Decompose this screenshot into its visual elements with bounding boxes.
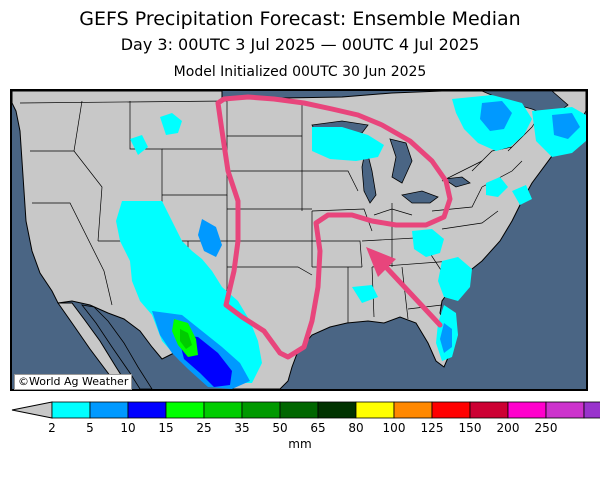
legend-tick-label: 35 xyxy=(234,421,249,435)
legend-color-box xyxy=(431,401,471,419)
land-baja xyxy=(57,302,131,389)
great-lakes xyxy=(311,120,471,204)
map-canvas xyxy=(12,91,586,389)
legend-unit: mm xyxy=(288,437,312,451)
precipitation-map xyxy=(10,89,588,391)
legend-color-box xyxy=(165,401,205,419)
legend-tick-label: 2 xyxy=(48,421,56,435)
legend-tick-label: 15 xyxy=(158,421,173,435)
precip-25-35mm xyxy=(180,329,192,349)
legend-color-box xyxy=(545,401,585,419)
legend-color-box xyxy=(51,401,91,419)
legend-color-box xyxy=(469,401,509,419)
legend-color-box xyxy=(507,401,547,419)
legend-tick-label: 80 xyxy=(348,421,363,435)
gulf-of-california xyxy=(81,304,153,389)
legend-under-arrow xyxy=(11,401,53,419)
annotation-arrow-head xyxy=(366,247,396,277)
legend-tick-label: 10 xyxy=(120,421,135,435)
legend-color-box xyxy=(393,401,433,419)
legend-tick-label: 150 xyxy=(459,421,482,435)
legend-tick-label: 25 xyxy=(196,421,211,435)
legend-color-box xyxy=(279,401,319,419)
copyright-credit: ©World Ag Weather xyxy=(14,374,133,390)
legend-tick-label: 65 xyxy=(310,421,325,435)
legend-tick-label: 100 xyxy=(383,421,406,435)
legend-color-box xyxy=(127,401,167,419)
legend-color-box xyxy=(583,401,600,419)
legend-color-box xyxy=(203,401,243,419)
legend-color-box xyxy=(317,401,357,419)
forecast-period: Day 3: 00UTC 3 Jul 2025 — 00UTC 4 Jul 20… xyxy=(120,35,480,54)
legend-tick-label: 250 xyxy=(535,421,558,435)
legend-color-box xyxy=(355,401,395,419)
legend-tick-label: 125 xyxy=(421,421,444,435)
annotation-arrow-shaft xyxy=(381,262,443,328)
annotation-outline xyxy=(215,94,453,360)
legend-color-box xyxy=(241,401,281,419)
model-init-time: Model Initialized 00UTC 30 Jun 2025 xyxy=(173,64,427,80)
legend-tick-label: 50 xyxy=(272,421,287,435)
map-title: GEFS Precipitation Forecast: Ensemble Me… xyxy=(79,8,521,30)
legend-tick-label: 5 xyxy=(86,421,94,435)
legend-color-box xyxy=(89,401,129,419)
legend-tick-label: 200 xyxy=(497,421,520,435)
precip-color-legend: 2 5 10 15 25 35 50 65 80 100 125 150 200 250 xyxy=(11,401,600,435)
